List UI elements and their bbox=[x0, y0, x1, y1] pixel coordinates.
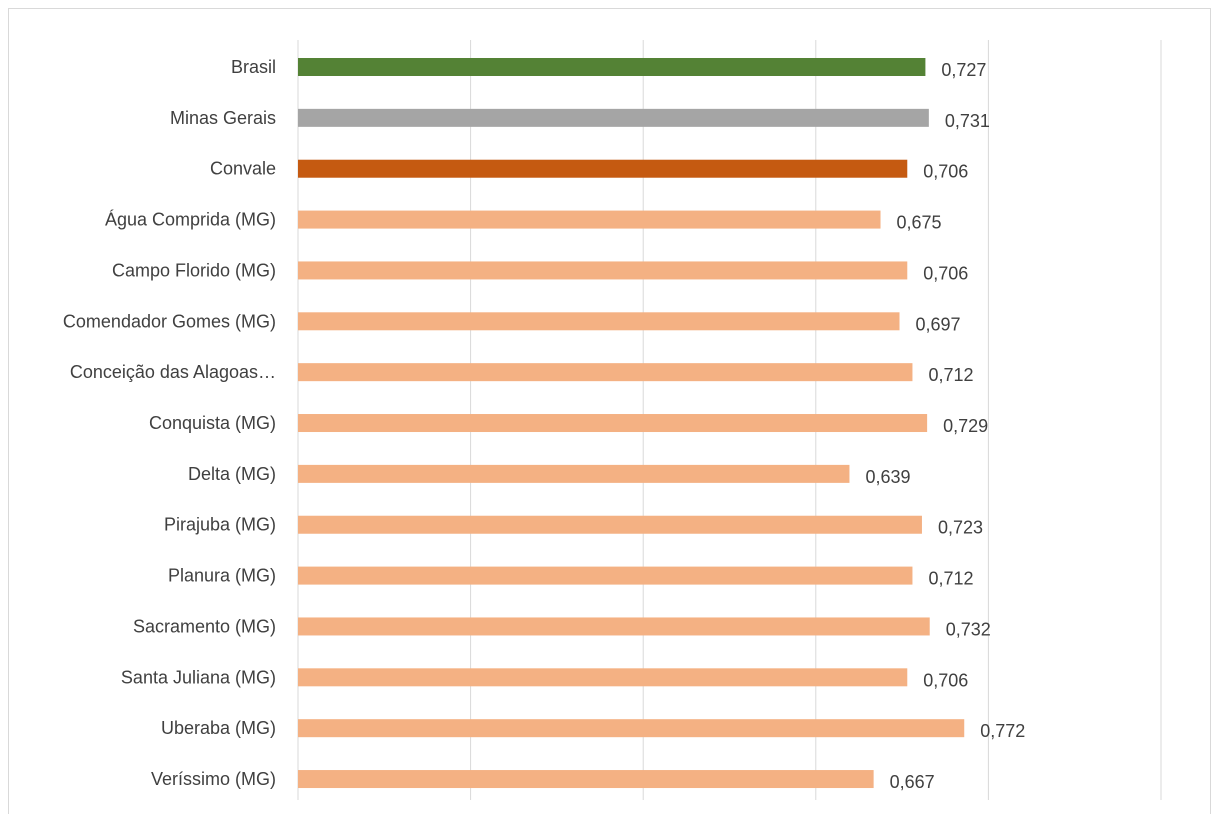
category-label: Conquista (MG) bbox=[149, 413, 276, 433]
category-label: Sacramento (MG) bbox=[133, 616, 276, 636]
bar bbox=[298, 668, 908, 687]
category-label: Delta (MG) bbox=[188, 464, 276, 484]
bar bbox=[298, 108, 929, 127]
bar bbox=[298, 617, 930, 636]
bar bbox=[298, 210, 881, 229]
category-label: Conceição das Alagoas… bbox=[70, 362, 276, 382]
category-label: Campo Florido (MG) bbox=[112, 260, 276, 280]
value-label: 0,706 bbox=[923, 670, 968, 690]
category-label: Comendador Gomes (MG) bbox=[63, 311, 276, 331]
value-label: 0,697 bbox=[916, 314, 961, 334]
value-label: 0,731 bbox=[945, 111, 990, 131]
bar bbox=[298, 58, 926, 76]
category-label: Veríssimo (MG) bbox=[151, 769, 276, 789]
category-label: Uberaba (MG) bbox=[161, 718, 276, 738]
value-label: 0,712 bbox=[928, 365, 973, 385]
bar bbox=[298, 770, 874, 789]
bar bbox=[298, 363, 913, 382]
value-label: 0,712 bbox=[928, 569, 973, 589]
bar bbox=[298, 159, 908, 178]
bar bbox=[298, 719, 965, 738]
category-label: Convale bbox=[210, 159, 276, 179]
bar bbox=[298, 312, 900, 331]
category-label: Pirajuba (MG) bbox=[164, 515, 276, 535]
category-label: Minas Gerais bbox=[170, 108, 276, 128]
category-label: Brasil bbox=[231, 57, 276, 77]
value-label: 0,639 bbox=[865, 467, 910, 487]
bar bbox=[298, 261, 908, 280]
value-label: 0,706 bbox=[923, 263, 968, 283]
category-label: Planura (MG) bbox=[168, 566, 276, 586]
category-label: Santa Juliana (MG) bbox=[121, 667, 276, 687]
bar bbox=[298, 414, 928, 433]
category-label: Água Comprida (MG) bbox=[105, 210, 276, 230]
bar bbox=[298, 464, 850, 483]
value-label: 0,723 bbox=[938, 518, 983, 538]
value-label: 0,732 bbox=[946, 619, 991, 639]
value-label: 0,675 bbox=[897, 213, 942, 233]
value-label: 0,667 bbox=[890, 772, 935, 792]
bar bbox=[298, 566, 913, 585]
bar bbox=[298, 515, 922, 534]
value-label: 0,772 bbox=[980, 721, 1025, 741]
value-label: 0,727 bbox=[941, 60, 986, 80]
value-label: 0,706 bbox=[923, 162, 968, 182]
value-label: 0,729 bbox=[943, 416, 988, 436]
